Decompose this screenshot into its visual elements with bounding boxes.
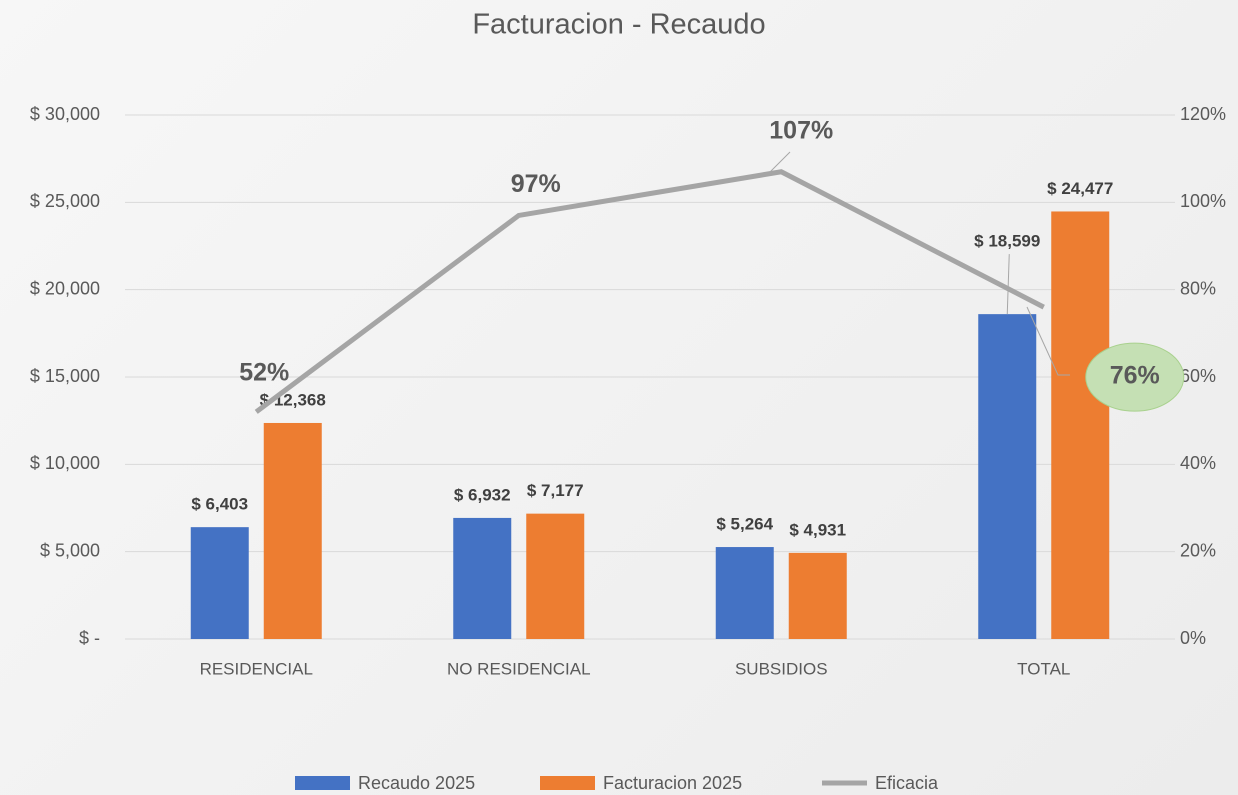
y-tick-label: $ 15,000 bbox=[30, 366, 100, 386]
bar bbox=[715, 547, 774, 639]
legend-swatch bbox=[295, 776, 350, 790]
data-label: $ 5,264 bbox=[716, 515, 773, 534]
leader-line bbox=[1026, 306, 1070, 376]
data-label: $ 18,599 bbox=[974, 232, 1040, 251]
y2-tick-label: 20% bbox=[1180, 540, 1216, 560]
x-tick-label: SUBSIDIOS bbox=[735, 659, 828, 678]
y-tick-label: $ - bbox=[79, 628, 100, 648]
legend-label: Eficacia bbox=[875, 773, 939, 793]
label-bubble bbox=[1085, 342, 1185, 412]
data-label: 107% bbox=[769, 116, 833, 144]
bar bbox=[978, 314, 1037, 639]
y2-tick-label: 80% bbox=[1180, 278, 1216, 298]
legend-swatch bbox=[540, 776, 595, 790]
bar bbox=[190, 527, 249, 639]
bar bbox=[526, 513, 585, 639]
bar bbox=[1051, 211, 1110, 640]
y2-tick-label: 60% bbox=[1180, 366, 1216, 386]
data-label: $ 4,931 bbox=[789, 520, 846, 539]
bar bbox=[788, 552, 847, 639]
leader-line bbox=[1006, 254, 1010, 315]
chart-title: Facturacion - Recaudo bbox=[472, 9, 765, 41]
data-label: $ 24,477 bbox=[1047, 179, 1113, 198]
y2-tick-label: 100% bbox=[1180, 191, 1226, 211]
y-tick-label: $ 5,000 bbox=[40, 540, 100, 560]
y-tick-label: $ 20,000 bbox=[30, 278, 100, 298]
x-tick-label: TOTAL bbox=[1017, 659, 1070, 678]
leader-line bbox=[769, 151, 791, 173]
data-label: 52% bbox=[239, 359, 289, 387]
y-tick-label: $ 25,000 bbox=[30, 191, 100, 211]
line bbox=[254, 169, 1045, 414]
data-label: $ 7,177 bbox=[527, 481, 584, 500]
x-tick-label: NO RESIDENCIAL bbox=[447, 659, 591, 678]
y-tick-label: $ 30,000 bbox=[30, 104, 100, 124]
bar bbox=[453, 517, 512, 639]
y2-tick-label: 0% bbox=[1180, 628, 1206, 648]
y-tick-label: $ 10,000 bbox=[30, 453, 100, 473]
data-label: $ 6,403 bbox=[191, 495, 248, 514]
legend-label: Facturacion 2025 bbox=[603, 773, 742, 793]
bar bbox=[263, 422, 322, 639]
legend-label: Recaudo 2025 bbox=[358, 773, 475, 793]
y2-tick-label: 40% bbox=[1180, 453, 1216, 473]
y2-tick-label: 120% bbox=[1180, 104, 1226, 124]
data-label: $ 6,932 bbox=[454, 485, 511, 504]
data-label: 76% bbox=[1110, 362, 1160, 390]
x-tick-label: RESIDENCIAL bbox=[200, 659, 313, 678]
data-label: 97% bbox=[511, 170, 561, 198]
